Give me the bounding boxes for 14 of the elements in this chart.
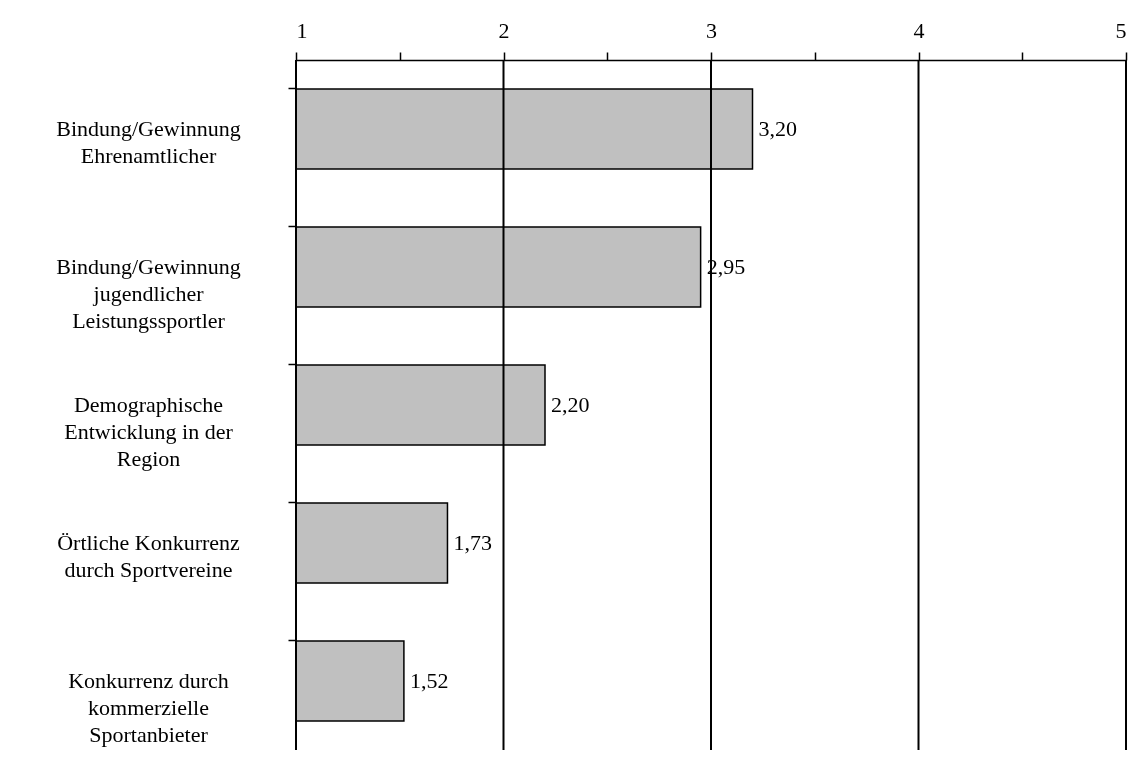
x-tick-label: 1 [296,17,308,43]
y-tick-label: Bindung/Gewinnung jugendlicher Leistungssportler [56,254,241,333]
data-label: 3,20 [758,116,797,141]
x-tick-label: 5 [1115,17,1127,43]
data-label: 2,20 [551,392,590,417]
x-tick-label: 2 [498,17,510,43]
data-label: 1,73 [453,530,492,555]
data-label: 1,52 [409,668,449,693]
y-tick-label: Örtliche Konkurrenz durch Sportvereine [57,530,241,582]
y-tick-label: Demographische Entwicklung in der Region [64,392,234,471]
y-tick-label: Konkurrenz durch kommerzielle Sportanbieter [68,668,229,747]
x-tick-label: 4 [913,17,925,43]
x-tick-label: 3 [706,17,717,43]
y-tick-label: Bindung/Gewinnung Ehrenamtlicher [56,116,241,168]
